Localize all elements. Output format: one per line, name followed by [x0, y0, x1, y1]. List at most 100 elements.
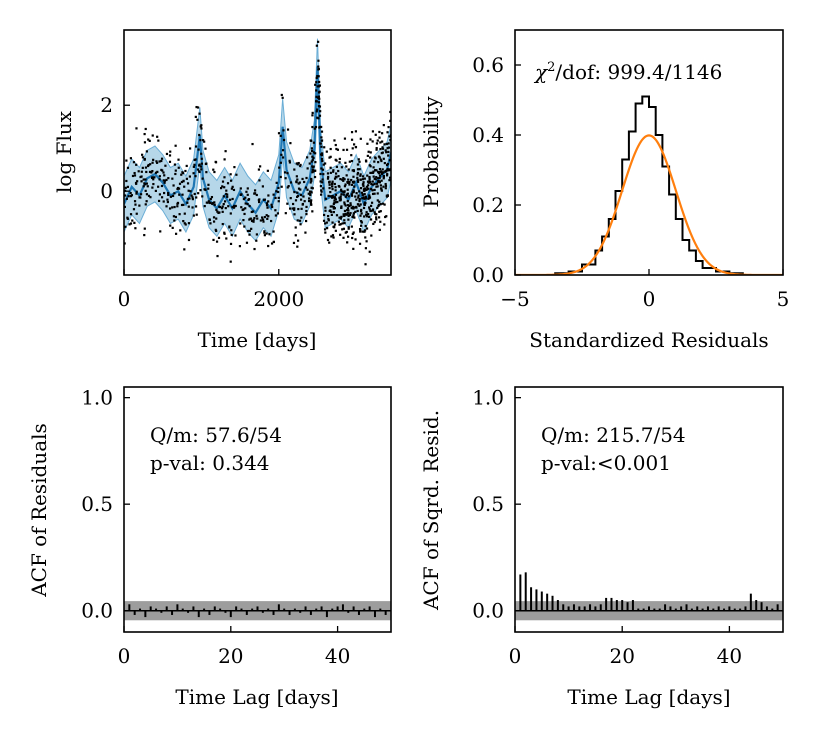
flux-point	[203, 188, 206, 191]
flux-point	[243, 225, 246, 228]
flux-point	[221, 180, 225, 183]
flux-point	[382, 175, 385, 179]
flux-point	[192, 172, 195, 175]
flux-point	[178, 182, 182, 185]
flux-point	[261, 185, 264, 188]
flux-point	[318, 90, 321, 93]
flux-point	[324, 206, 327, 209]
flux-point	[166, 200, 169, 204]
flux-point	[369, 165, 372, 168]
flux-point	[126, 216, 129, 219]
flux-point	[324, 231, 327, 234]
flux-point	[144, 189, 147, 192]
flux-point	[124, 242, 126, 245]
flux-point	[320, 130, 324, 133]
flux-point	[360, 220, 363, 223]
flux-point	[158, 175, 161, 178]
flux-point	[375, 216, 378, 219]
histogram-bin	[676, 219, 683, 275]
flux-point	[377, 204, 380, 208]
flux-point	[363, 177, 366, 180]
flux-point	[274, 214, 277, 217]
flux-point	[380, 188, 383, 191]
flux-point	[286, 202, 289, 205]
histogram-bin	[689, 251, 696, 276]
flux-point	[367, 197, 370, 200]
flux-point	[229, 179, 233, 182]
flux-point	[209, 197, 212, 201]
flux-point	[263, 198, 266, 201]
flux-point	[213, 201, 216, 204]
flux-point	[319, 125, 322, 128]
flux-point	[349, 212, 352, 215]
flux-point	[331, 196, 334, 199]
flux-point	[363, 197, 366, 200]
flux-point	[347, 227, 350, 230]
flux-point	[299, 163, 302, 167]
flux-point	[362, 181, 365, 184]
flux-point	[352, 189, 355, 192]
flux-point	[202, 139, 205, 142]
flux-point	[359, 137, 362, 140]
flux-point	[296, 178, 299, 181]
flux-point	[234, 204, 237, 208]
flux-point	[343, 219, 346, 222]
flux-point	[358, 190, 361, 193]
flux-point	[145, 200, 148, 203]
flux-point	[381, 147, 385, 150]
flux-point	[132, 161, 136, 164]
flux-point	[359, 174, 362, 177]
flux-point	[248, 218, 251, 221]
flux-point	[379, 220, 382, 223]
flux-point	[195, 196, 198, 199]
flux-point	[221, 210, 224, 213]
y-tick-label: 0.0	[81, 599, 113, 623]
flux-point	[246, 202, 249, 206]
x-tick-label: 0	[643, 287, 656, 311]
flux-point	[351, 236, 354, 240]
flux-point	[133, 171, 136, 175]
flux-point	[168, 207, 172, 210]
flux-point	[380, 172, 383, 175]
flux-point	[172, 215, 176, 218]
flux-point	[263, 215, 266, 219]
flux-point	[331, 180, 334, 183]
flux-point	[230, 187, 233, 190]
flux-point	[363, 230, 366, 233]
flux-point	[306, 188, 309, 191]
flux-point	[362, 184, 365, 188]
flux-point	[320, 189, 323, 192]
flux-point	[377, 170, 380, 174]
flux-point	[322, 173, 325, 176]
chi-square-text: /dof: 999.4/1146	[555, 60, 722, 84]
flux-point	[320, 190, 323, 193]
flux-point	[229, 173, 232, 176]
flux-point	[368, 194, 371, 197]
histogram-bin	[669, 195, 676, 276]
flux-point	[373, 220, 376, 224]
flux-point	[211, 202, 214, 205]
flux-point	[132, 208, 136, 211]
flux-point	[235, 173, 238, 176]
flux-point	[348, 213, 351, 217]
flux-point	[354, 145, 358, 149]
flux-point	[379, 141, 382, 144]
flux-point	[229, 198, 232, 201]
flux-point	[368, 177, 371, 180]
flux-point	[350, 225, 353, 228]
y-tick-label: 2	[100, 93, 113, 117]
flux-point	[143, 141, 147, 144]
flux-point	[232, 206, 236, 209]
histogram-ylabel: Probability	[419, 96, 443, 208]
flux-point	[325, 221, 328, 224]
flux-point	[366, 180, 370, 183]
residual-histogram-panel: −5 0 5 0.0 0.2 0.4 0.6 χ2/dof: 999.4/1146 Stan…	[419, 29, 789, 352]
flux-point	[320, 139, 324, 142]
flux-point	[142, 185, 145, 188]
flux-point	[194, 158, 197, 161]
flux-point	[135, 212, 138, 215]
flux-point	[376, 206, 379, 210]
flux-point	[359, 230, 362, 233]
flux-point	[257, 168, 261, 171]
flux-point	[167, 177, 170, 180]
